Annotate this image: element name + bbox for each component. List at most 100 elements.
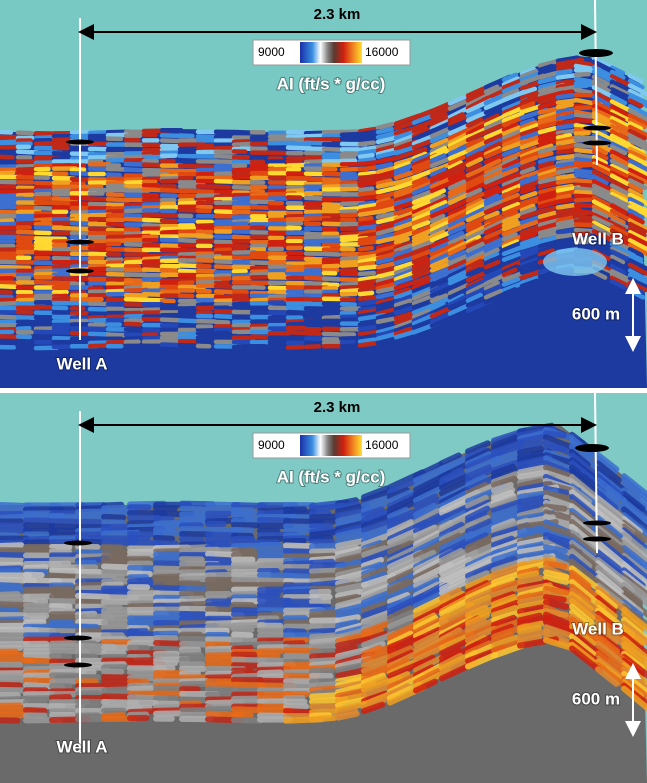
seismic-layer [429, 162, 451, 174]
well-marker [64, 635, 92, 641]
seismic-layer [375, 162, 394, 170]
seismic-layer [429, 167, 447, 178]
seismic-layer [555, 202, 577, 210]
seismic-layer [483, 171, 508, 185]
seismic-layer [411, 159, 432, 171]
seismic-layer [627, 121, 644, 131]
seismic-layer [411, 318, 433, 330]
seismic-layer [387, 630, 414, 647]
seismic-layer [501, 264, 519, 275]
seismic-layer [609, 87, 630, 99]
seismic-layer [627, 128, 647, 141]
seismic-layer [153, 529, 187, 537]
seismic-layer [519, 169, 542, 181]
seismic-layer [283, 683, 317, 691]
seismic-layer [439, 470, 467, 488]
seismic-layer [465, 126, 490, 140]
seismic-layer [231, 221, 249, 227]
seismic-layer [517, 560, 549, 573]
seismic-layer [621, 561, 647, 588]
seismic-layer [555, 211, 579, 220]
seismic-layer [465, 86, 486, 98]
seismic-layer [573, 189, 596, 196]
seismic-layer [303, 344, 322, 350]
seismic-layer [127, 570, 153, 578]
seismic-layer [483, 167, 508, 182]
seismic-layer [537, 70, 561, 80]
seismic-layer [501, 176, 522, 188]
seismic-layer [609, 224, 633, 238]
seismic-layer [105, 332, 128, 338]
seismic-layer [465, 587, 497, 605]
seismic-layer [555, 215, 574, 224]
seismic-layer [627, 182, 644, 194]
seismic-layer [361, 601, 386, 614]
seismic-layer [257, 644, 290, 651]
seismic-layer [501, 106, 523, 119]
seismic-layer [375, 270, 397, 279]
seismic-layer [517, 464, 546, 476]
seismic-layer [591, 269, 608, 280]
seismic-layer [483, 85, 506, 99]
well-label: Well B [572, 229, 624, 248]
seismic-layer [177, 280, 195, 286]
seismic-layer [101, 581, 124, 589]
seismic-layer [483, 145, 502, 157]
seismic-layer [339, 206, 362, 212]
seismic-layer [501, 245, 525, 257]
seismic-layer [339, 131, 360, 138]
seismic-layer [517, 434, 546, 445]
seismic-layer [555, 81, 578, 90]
seismic-layer [573, 218, 597, 225]
seismic-layer [361, 571, 387, 585]
seismic-layer [537, 192, 562, 203]
seismic-layer [393, 214, 414, 225]
seismic-layer [249, 297, 270, 303]
seismic-layer [339, 183, 359, 189]
seismic-layer [159, 229, 183, 235]
seismic-layer [465, 197, 484, 208]
seismic-layer [573, 227, 597, 234]
seismic-layer [249, 217, 273, 223]
seismic-layer [267, 294, 289, 300]
seismic-layer [465, 252, 490, 267]
seismic-layer [501, 218, 519, 229]
seismic-layer [465, 611, 491, 627]
seismic-layer [483, 193, 500, 204]
seismic-layer [501, 250, 526, 262]
seismic-layer [627, 172, 647, 185]
seismic-layer [501, 192, 520, 204]
seismic-layer [627, 143, 646, 155]
seismic-layer [429, 293, 449, 304]
seismic-layer [387, 545, 419, 564]
seismic-layer [555, 183, 574, 191]
seismic-layer [609, 69, 626, 80]
seismic-layer [465, 246, 485, 258]
seismic-layer [393, 137, 417, 149]
seismic-layer [537, 75, 559, 85]
seismic-layer [361, 556, 384, 569]
seismic-layer [519, 80, 541, 91]
seismic-layer [309, 656, 342, 665]
seismic-layer [491, 614, 517, 628]
seismic-layer [627, 226, 647, 238]
seismic-layer [411, 307, 435, 320]
seismic-layer [387, 657, 410, 672]
seismic-layer [555, 92, 579, 100]
seismic-layer [339, 301, 357, 307]
seismic-layer [357, 140, 376, 147]
seismic-layer [357, 311, 380, 319]
seismic-layer [179, 511, 209, 519]
seismic-layer [573, 202, 595, 209]
seismic-layer [205, 581, 234, 588]
seismic-layer [429, 199, 448, 211]
seismic-layer [387, 621, 413, 636]
seismic-layer [357, 329, 381, 337]
seismic-layer [621, 476, 647, 503]
seismic-layer [375, 178, 393, 186]
seismic-layer [447, 118, 469, 131]
colorbar-min: 9000 [258, 45, 285, 59]
seismic-layer [0, 606, 19, 614]
seismic-layer [501, 88, 520, 98]
